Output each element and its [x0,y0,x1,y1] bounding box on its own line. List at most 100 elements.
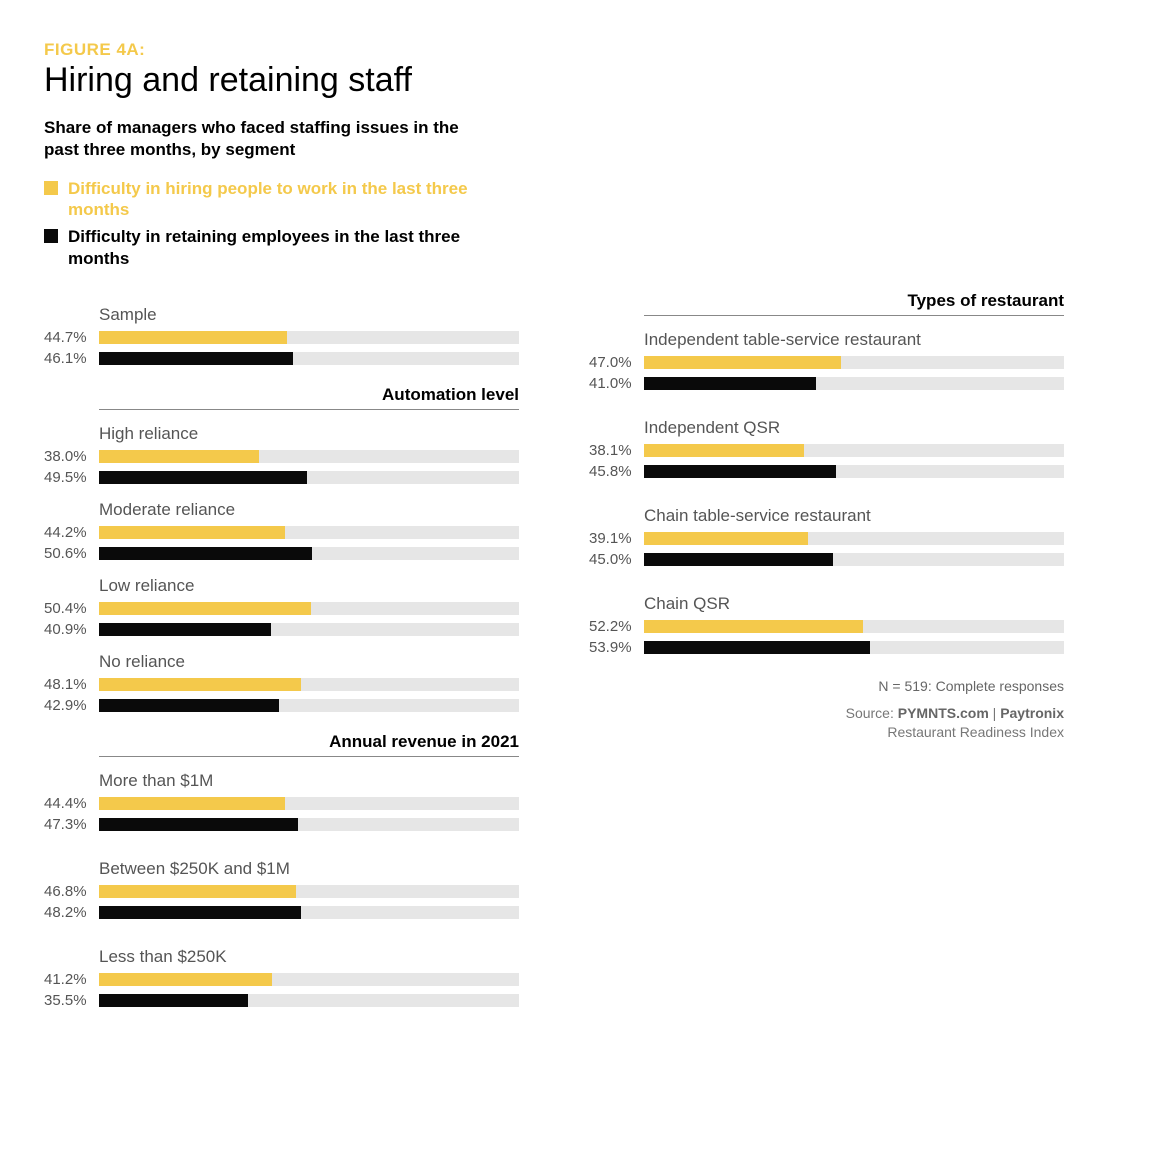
bar-fill-retaining [99,471,307,484]
bar-row: 50.6% [44,545,519,562]
group-label: Between $250K and $1M [99,859,519,879]
bar-fill-hiring [99,678,301,691]
bar-group: Less than $250K41.2% 35.5% [44,947,519,1009]
bar-value-label: 50.6% [44,545,99,562]
group-label: Moderate reliance [99,500,519,520]
bar-row: 35.5% [44,992,519,1009]
chart-columns: Sample44.7%46.1% Automation level High rel… [44,291,1117,1013]
bar-row: 41.2% [44,971,519,988]
bar-row: 48.2% [44,904,519,921]
bar-group: Independent table-service restaurant47.0… [589,330,1064,392]
bar-value-label: 48.2% [44,904,99,921]
legend: Difficulty in hiring people to work in t… [44,178,504,269]
footnote: N = 519: Complete responses [589,678,1064,694]
group-label: No reliance [99,652,519,672]
bar-fill-retaining [644,377,816,390]
bar-fill-retaining [644,465,836,478]
bar-row: 45.0% [589,551,1064,568]
bar-value-label: 39.1% [589,530,644,547]
group-label: Chain QSR [644,594,1064,614]
bar-track [99,885,519,898]
bar-track [99,547,519,560]
bar-track [644,377,1064,390]
bar-track [99,352,519,365]
bar-value-label: 38.1% [589,442,644,459]
bar-value-label: 41.2% [44,971,99,988]
bar-fill-retaining [99,699,279,712]
bar-fill-retaining [99,547,312,560]
bar-fill-hiring [644,532,808,545]
bar-value-label: 49.5% [44,469,99,486]
bar-track [99,471,519,484]
bar-track [99,994,519,1007]
bar-value-label: 44.2% [44,524,99,541]
group-label: Less than $250K [99,947,519,967]
bar-row: 45.8% [589,463,1064,480]
bar-row: 38.1% [589,442,1064,459]
bar-group: Between $250K and $1M46.8%48.2% [44,859,519,921]
bar-row: 47.0% [589,354,1064,371]
bar-group: Independent QSR38.1% 45.8% [589,418,1064,480]
bar-value-label: 47.3% [44,816,99,833]
group-label: Independent QSR [644,418,1064,438]
bar-value-label: 50.4% [44,600,99,617]
bar-group: More than $1M44.4% 47.3% [44,771,519,833]
bar-group: Chain QSR52.2% 53.9% [589,594,1064,656]
section-header: Types of restaurant [644,291,1064,316]
bar-value-label: 52.2% [589,618,644,635]
bar-fill-retaining [644,553,833,566]
legend-swatch-retaining [44,229,58,243]
bar-track [644,641,1064,654]
bar-fill-hiring [644,356,841,369]
bar-group: Sample44.7%46.1% [44,305,519,367]
bar-track [644,620,1064,633]
bar-row: 42.9% [44,697,519,714]
bar-row: 39.1% [589,530,1064,547]
bar-value-label: 48.1% [44,676,99,693]
bar-row: 46.1% [44,350,519,367]
bar-row: 52.2% [589,618,1064,635]
legend-item-hiring: Difficulty in hiring people to work in t… [44,178,504,221]
legend-label-retaining: Difficulty in retaining employees in the… [68,226,504,269]
legend-label-hiring: Difficulty in hiring people to work in t… [68,178,504,221]
bar-value-label: 35.5% [44,992,99,1009]
bar-track [99,973,519,986]
group-label: Low reliance [99,576,519,596]
bar-track [99,797,519,810]
group-label: Sample [99,305,519,325]
legend-item-retaining: Difficulty in retaining employees in the… [44,226,504,269]
bar-track [99,699,519,712]
bar-fill-hiring [99,450,259,463]
bar-fill-hiring [99,602,311,615]
bar-fill-hiring [644,444,804,457]
bar-value-label: 44.4% [44,795,99,812]
bar-value-label: 47.0% [589,354,644,371]
figure-subtitle: Share of managers who faced staffing iss… [44,117,484,160]
bar-row: 44.4% [44,795,519,812]
bar-group: No reliance48.1% 42.9% [44,652,519,714]
group-label: Chain table-service restaurant [644,506,1064,526]
bar-row: 47.3% [44,816,519,833]
bar-fill-retaining [99,352,293,365]
bar-track [99,526,519,539]
group-label: High reliance [99,424,519,444]
section-header: Automation level [99,385,519,410]
bar-track [99,678,519,691]
bar-group: High reliance38.0%49.5% [44,424,519,486]
bar-fill-retaining [99,623,271,636]
group-label: More than $1M [99,771,519,791]
group-label: Independent table-service restaurant [644,330,1064,350]
bar-fill-hiring [644,620,863,633]
chart-column-left: Sample44.7%46.1% Automation level High rel… [44,291,519,1013]
bar-fill-retaining [99,818,298,831]
bar-row: 48.1% [44,676,519,693]
bar-fill-hiring [99,331,287,344]
bar-value-label: 53.9% [589,639,644,656]
bar-fill-hiring [99,797,285,810]
bar-row: 40.9% [44,621,519,638]
bar-row: 53.9% [589,639,1064,656]
bar-row: 49.5% [44,469,519,486]
figure-title: Hiring and retaining staff [44,62,1117,99]
chart-column-right: Types of restaurant Independent table-ser… [589,291,1064,743]
bar-fill-hiring [99,973,272,986]
